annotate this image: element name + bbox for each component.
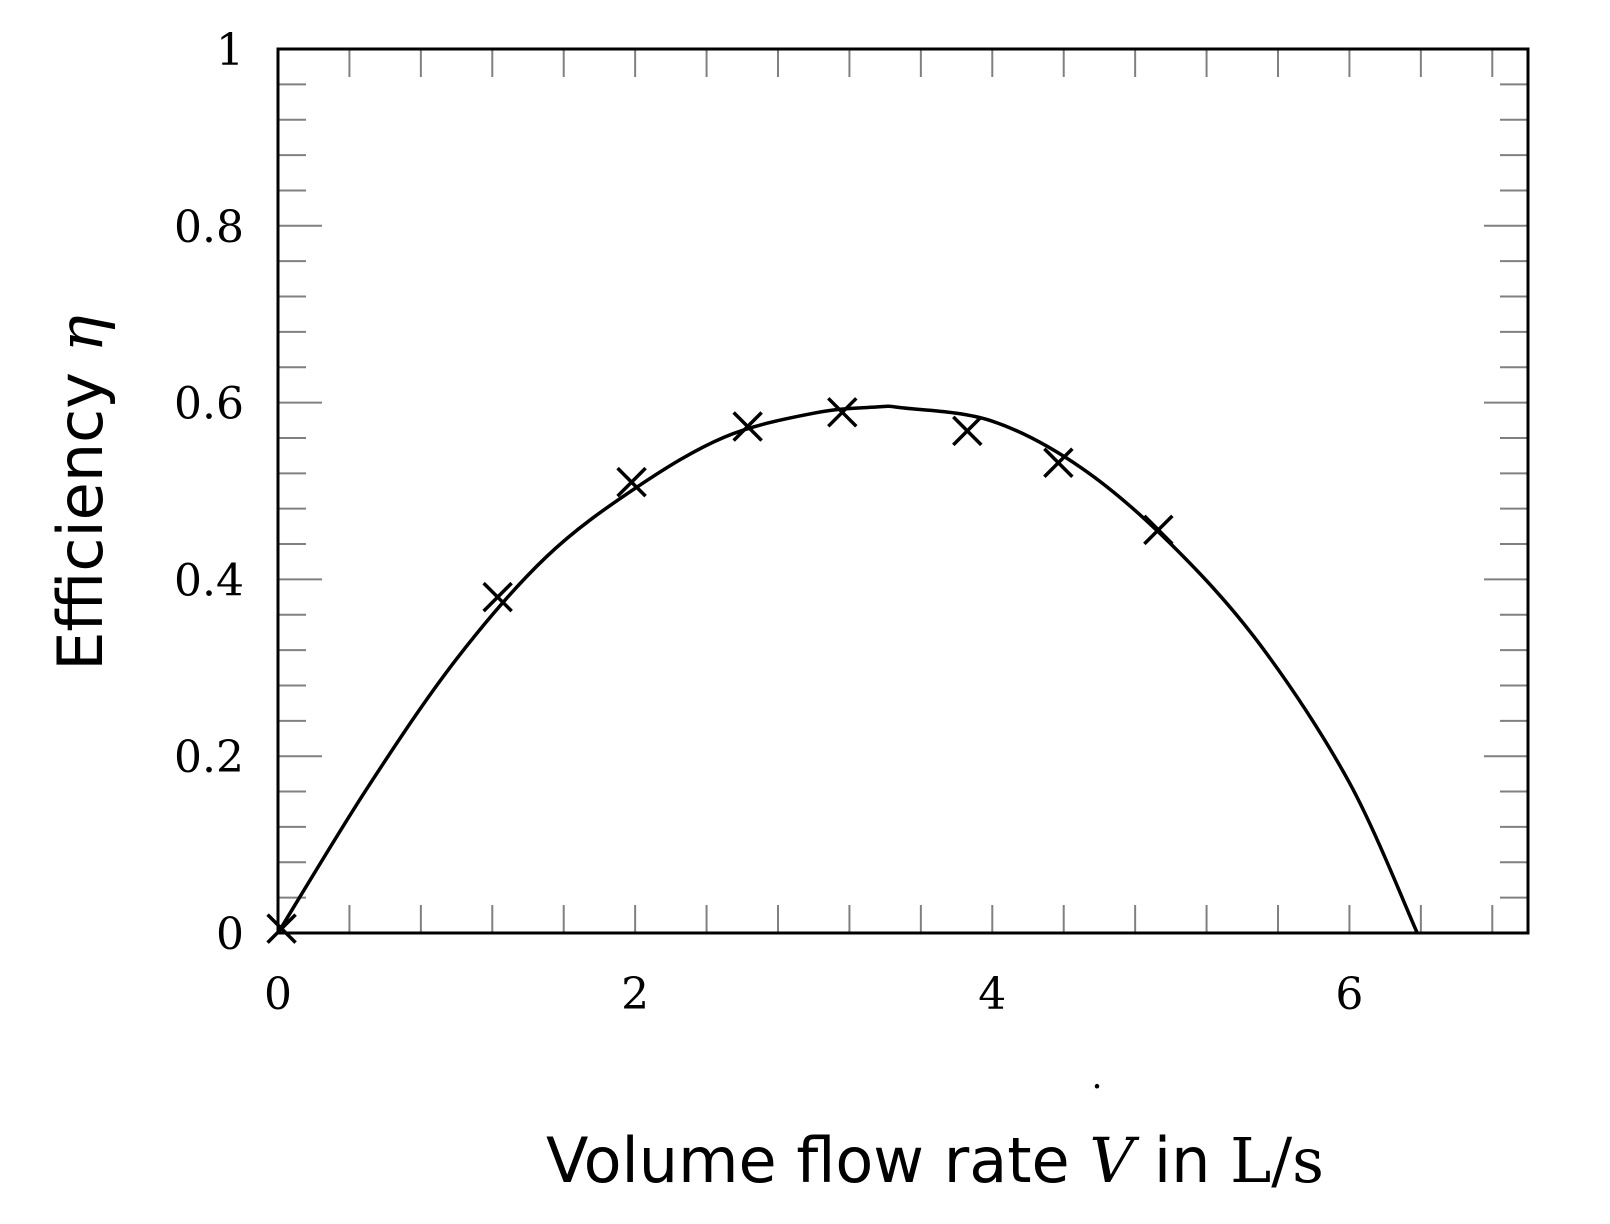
marker-stroke xyxy=(827,397,858,428)
data-point-marker xyxy=(266,913,297,944)
data-point-marker xyxy=(1143,514,1174,546)
x-axis-symbol: V xyxy=(1089,1124,1140,1197)
marker-stroke xyxy=(616,466,647,498)
marker-stroke xyxy=(732,411,763,442)
y-axis-symbol: η xyxy=(44,315,117,352)
y-tick-label: 0 xyxy=(216,909,244,960)
x-tick-label: 0 xyxy=(264,969,292,1020)
data-point-marker xyxy=(827,397,858,428)
plot-frame xyxy=(276,47,1530,935)
x-axis-title: Volume flow rate V in L/s xyxy=(546,1124,1324,1197)
data-point-marker xyxy=(482,581,513,613)
data-point-marker xyxy=(616,466,647,498)
y-tick-label: 0.8 xyxy=(174,202,244,253)
x-tick-labels: 0 2 4 6 xyxy=(264,969,1363,1020)
data-markers xyxy=(266,397,1174,944)
y-tick-label: 0.2 xyxy=(174,732,244,783)
x-tick-label: 2 xyxy=(621,969,649,1020)
data-point-marker xyxy=(1043,447,1074,478)
x-axis-unit: L/s xyxy=(1230,1124,1324,1197)
x-axis-title-prefix: Volume flow rate xyxy=(546,1124,1089,1197)
x-axis-symbol-dot: ˙ xyxy=(1087,1079,1107,1125)
y-tick-label: 0.6 xyxy=(174,379,244,430)
x-tick-label: 6 xyxy=(1335,969,1363,1020)
y-tick-label: 0.4 xyxy=(174,555,244,606)
marker-stroke xyxy=(1143,514,1174,546)
x-tick-label: 4 xyxy=(978,969,1006,1020)
data-point-marker xyxy=(952,415,983,447)
y-tick-labels: 0 0.2 0.4 0.6 0.8 1 xyxy=(174,25,244,960)
axis-ticks xyxy=(278,49,1528,933)
marker-stroke xyxy=(266,913,297,944)
y-tick-label: 1 xyxy=(216,25,244,76)
marker-stroke xyxy=(1043,447,1074,478)
marker-stroke xyxy=(952,415,983,447)
data-point-marker xyxy=(732,411,763,442)
y-axis-title: Efficiency η xyxy=(44,315,117,671)
y-axis-title-prefix: Efficiency xyxy=(44,352,117,670)
x-axis-title-middle: in xyxy=(1134,1124,1230,1197)
efficiency-fit-curve xyxy=(276,404,1419,934)
marker-stroke xyxy=(482,581,513,613)
fit-curve-layer xyxy=(276,404,1419,934)
